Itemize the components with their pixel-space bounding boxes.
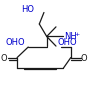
Text: +: +	[74, 32, 80, 37]
Text: O: O	[1, 54, 7, 63]
Text: OHO: OHO	[58, 38, 77, 47]
Text: O: O	[80, 54, 87, 63]
Text: OHO: OHO	[6, 38, 26, 47]
Text: HO: HO	[21, 5, 34, 14]
Text: NH: NH	[64, 32, 77, 41]
